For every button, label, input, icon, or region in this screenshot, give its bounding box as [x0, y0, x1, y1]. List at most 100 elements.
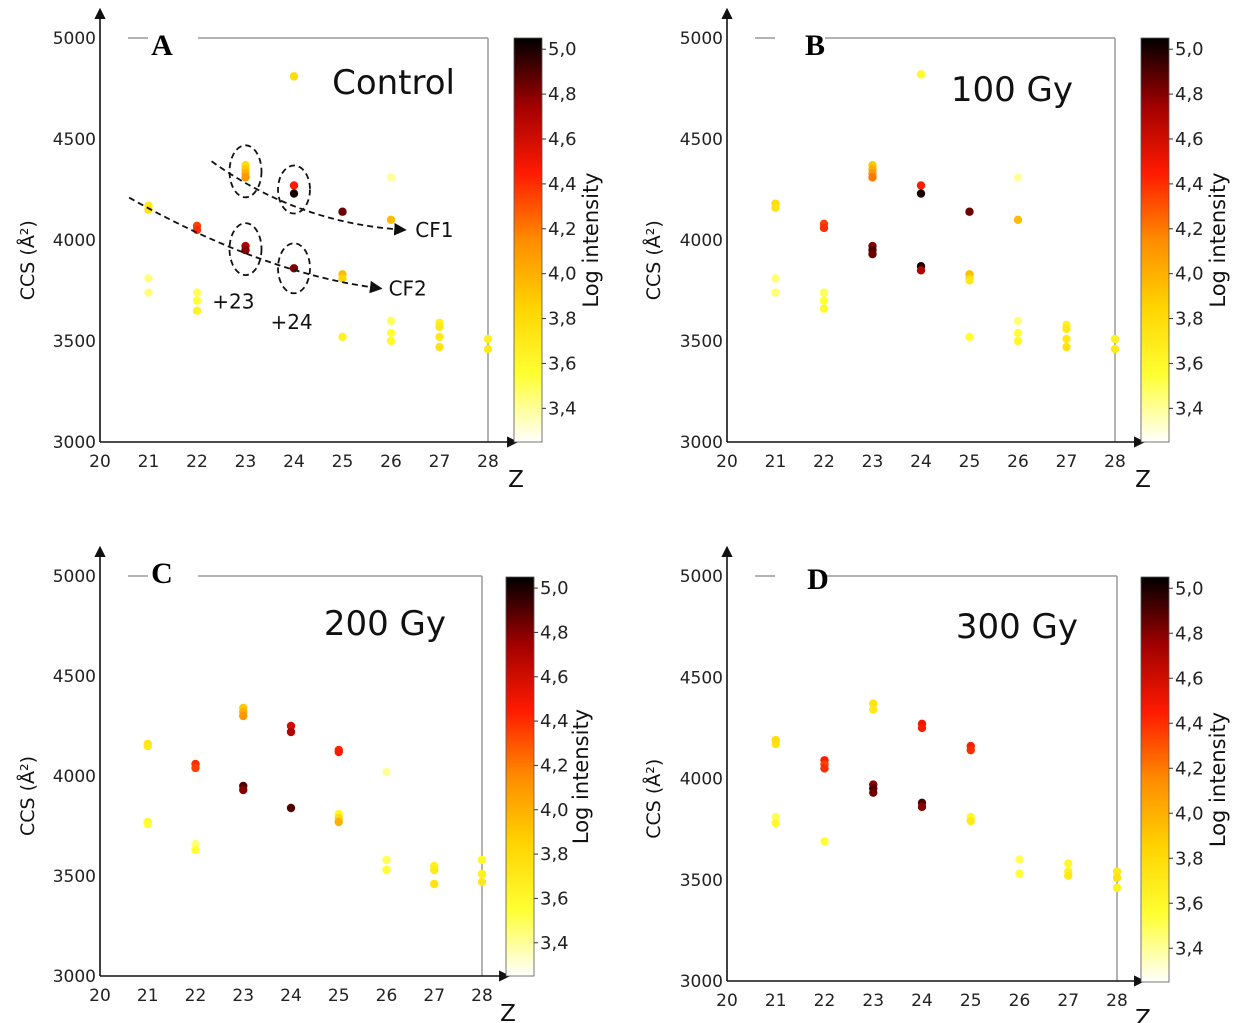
data-point	[144, 274, 153, 283]
data-point	[771, 818, 780, 828]
x-axis-label: Z	[1135, 467, 1151, 493]
colorbar-tick-label: 3,4	[548, 398, 577, 419]
data-point	[771, 203, 780, 212]
data-point	[239, 711, 248, 721]
data-point	[1110, 334, 1120, 344]
colorbar-tick-label: 4,8	[1175, 623, 1204, 644]
colorbar-tick-label: 3,8	[1175, 309, 1204, 330]
data-point	[338, 207, 347, 216]
x-tick-label: 24	[283, 452, 305, 472]
data-point	[1062, 324, 1071, 334]
data-point	[1112, 883, 1122, 893]
y-tick-label: 5000	[680, 567, 723, 587]
x-tick-label: 22	[185, 986, 207, 1006]
data-point	[382, 855, 391, 865]
y-tick-label: 3000	[53, 433, 96, 453]
data-point	[820, 837, 829, 846]
y-tick-label: 5000	[53, 567, 96, 587]
y-axis-label: CCS (Å²)	[16, 756, 39, 836]
colorbar-tick-label: 4,4	[540, 711, 569, 732]
data-point	[144, 205, 153, 214]
data-point	[386, 173, 396, 182]
x-tick-label: 26	[376, 986, 398, 1006]
colorbar-tick-label: 3,8	[540, 844, 569, 865]
x-tick-label: 20	[89, 452, 111, 472]
data-point	[1064, 871, 1073, 880]
data-point	[916, 181, 926, 190]
colorbar	[513, 37, 543, 443]
colorbar-tick-label: 3,8	[548, 309, 577, 330]
data-point	[192, 306, 202, 315]
data-point	[386, 215, 396, 224]
data-point	[1110, 344, 1120, 354]
colorbar-label: Log intensity	[569, 709, 593, 844]
data-point	[241, 173, 250, 182]
data-point	[916, 189, 926, 198]
data-point	[869, 699, 878, 708]
data-point	[483, 334, 493, 344]
x-tick-label: 22	[186, 452, 208, 472]
cf2-trend-arrow	[128, 196, 383, 294]
data-point	[338, 332, 347, 342]
x-tick-label: 27	[429, 452, 451, 472]
panel-title: 200 Gy	[324, 604, 446, 644]
colorbar-tick-label: 4,6	[540, 667, 569, 688]
colorbar-tick-label: 5,0	[548, 39, 577, 60]
x-tick-label: 24	[910, 452, 932, 472]
colorbar	[505, 576, 535, 977]
colorbar-tick-label: 3,6	[1175, 353, 1204, 374]
x-tick-label: 23	[862, 991, 884, 1011]
colorbar-tick-label: 4,4	[1175, 713, 1204, 734]
x-tick-label: 27	[423, 986, 445, 1006]
colorbar-label: Log intensity	[1206, 712, 1230, 847]
colorbar-tick-label: 5,0	[1175, 39, 1204, 60]
y-tick-label: 4000	[53, 767, 96, 787]
y-tick-label: 3000	[680, 433, 723, 453]
data-point	[382, 767, 391, 777]
x-tick-label: 24	[911, 991, 933, 1011]
data-point	[191, 763, 200, 773]
colorbar-tick-label: 3,8	[1175, 848, 1204, 869]
data-point	[192, 288, 202, 297]
data-point	[289, 72, 299, 81]
data-point	[334, 817, 343, 827]
colorbar-tick-label: 4,8	[548, 84, 577, 105]
x-axis-label: Z	[508, 467, 524, 493]
data-point	[143, 741, 152, 751]
colorbar-tick-label: 4,8	[540, 622, 569, 643]
x-tick-label: 26	[380, 452, 402, 472]
data-point	[386, 336, 396, 346]
colorbar-tick-label: 4,0	[540, 800, 569, 821]
x-axis-label: Z	[1135, 1006, 1151, 1023]
data-point	[1013, 215, 1023, 224]
colorbar-tick-label: 4,2	[540, 755, 569, 776]
data-point	[483, 344, 493, 354]
cf2-label: CF2	[389, 276, 427, 300]
panel-b: 3000 3500 4000 4500 5000 20 21 22 23 24 25 26 27 28 CC…	[642, 7, 1230, 493]
x-tick-label: 25	[960, 991, 982, 1011]
colorbar-tick-label: 3,6	[548, 353, 577, 374]
data-point	[819, 304, 829, 313]
colorbar-tick-label: 4,0	[1175, 803, 1204, 824]
panel-letter: A	[151, 29, 173, 62]
colorbar-tick-label: 4,4	[1175, 174, 1204, 195]
data-point	[435, 332, 444, 342]
panel-letter: C	[151, 557, 173, 590]
x-tick-label: 26	[1007, 452, 1029, 472]
charge-23-label: +23	[212, 290, 254, 314]
data-point	[435, 322, 444, 332]
cluster-ring	[277, 164, 311, 215]
y-tick-label: 3500	[680, 332, 723, 352]
x-tick-label: 28	[471, 986, 493, 1006]
x-axis-label: Z	[500, 1001, 516, 1023]
x-tick-label: 27	[1057, 991, 1079, 1011]
charge-24-label: +24	[270, 310, 312, 334]
data-point	[192, 296, 202, 305]
y-tick-label: 4000	[680, 770, 723, 790]
panel-title: Control	[332, 63, 455, 103]
data-point	[1064, 859, 1073, 868]
data-point	[1013, 328, 1023, 338]
cf1-label: CF1	[415, 218, 453, 242]
data-point	[289, 189, 299, 198]
